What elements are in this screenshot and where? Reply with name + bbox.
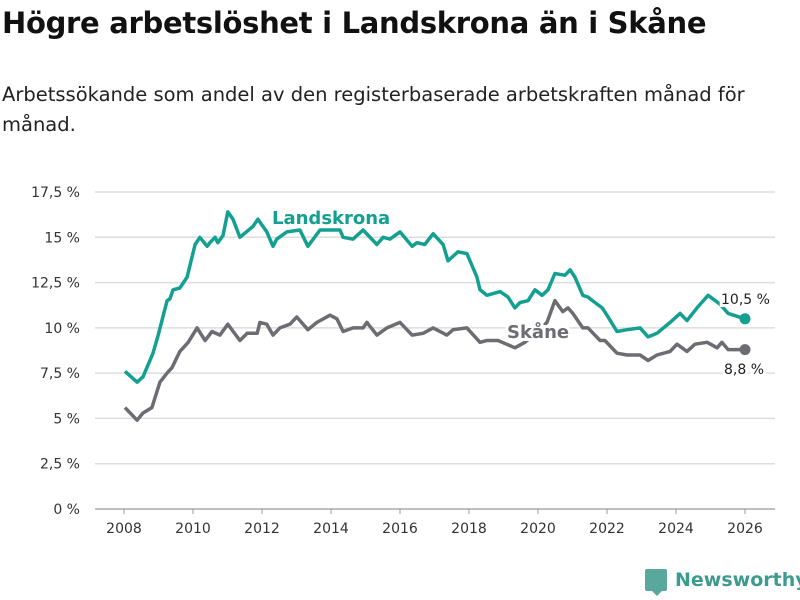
brand-name: Newsworthy: [675, 569, 800, 591]
series-label-landskrona: Landskrona: [272, 208, 390, 229]
y-tick-label: 5 %: [53, 411, 80, 427]
newsworthy-logo[interactable]: Newsworthy: [645, 569, 800, 596]
y-tick-label: 15 %: [44, 230, 80, 246]
end-point-marker: [739, 344, 751, 356]
series-label-skane: Skåne: [507, 321, 569, 343]
x-tick-label: 2014: [313, 521, 349, 537]
x-tick-label: 2026: [727, 521, 763, 537]
end-value-label-skane: 8,8 %: [724, 362, 764, 378]
bar-chart-icon: [645, 569, 667, 596]
y-tick-label: 0 %: [53, 502, 80, 518]
x-tick-label: 2008: [106, 521, 142, 537]
x-tick-label: 2022: [589, 521, 625, 537]
series-line-skåne: [123, 298, 745, 422]
x-tick-label: 2018: [451, 521, 487, 537]
series-line-landskrona: [123, 210, 746, 384]
x-tick-label: 2016: [382, 521, 418, 537]
y-tick-label: 12,5 %: [31, 276, 80, 292]
end-point-marker: [739, 313, 751, 325]
y-tick-label: 2,5 %: [40, 457, 80, 473]
y-tick-label: 7,5 %: [40, 366, 80, 382]
chart-title: Högre arbetslöshet i Landskrona än i Skå…: [2, 6, 707, 40]
y-tick-label: 17,5 %: [31, 185, 80, 201]
end-value-label-landskrona: 10,5 %: [721, 292, 770, 308]
y-tick-label: 10 %: [44, 321, 80, 337]
x-tick-label: 2012: [244, 521, 280, 537]
x-tick-label: 2024: [658, 521, 694, 537]
chart-subtitle: Arbetssökande som andel av den registerb…: [2, 83, 745, 136]
x-tick-label: 2010: [175, 521, 211, 537]
x-tick-label: 2020: [520, 521, 556, 537]
